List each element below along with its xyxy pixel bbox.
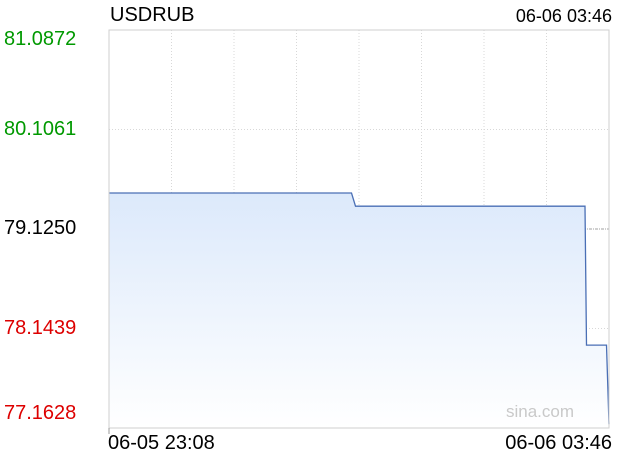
y-tick-label: 78.1439 <box>4 316 77 339</box>
x-tick-label-end: 06-06 03:46 <box>505 432 612 454</box>
plot-frame <box>108 29 610 429</box>
price-area <box>109 193 609 428</box>
timestamp: 06-06 03:46 <box>515 6 612 26</box>
watermark: sina.com <box>506 402 575 421</box>
y-tick-label: 80.1061 <box>4 117 77 140</box>
y-tick-label: 77.1628 <box>4 402 77 424</box>
y-tick-label: 79.1250 <box>4 217 77 239</box>
chart-title: USDRUB <box>110 4 195 26</box>
y-tick-label: 81.0872 <box>4 28 77 50</box>
price-line <box>109 192 610 425</box>
x-tick-label-start: 06-05 23:08 <box>108 432 215 454</box>
